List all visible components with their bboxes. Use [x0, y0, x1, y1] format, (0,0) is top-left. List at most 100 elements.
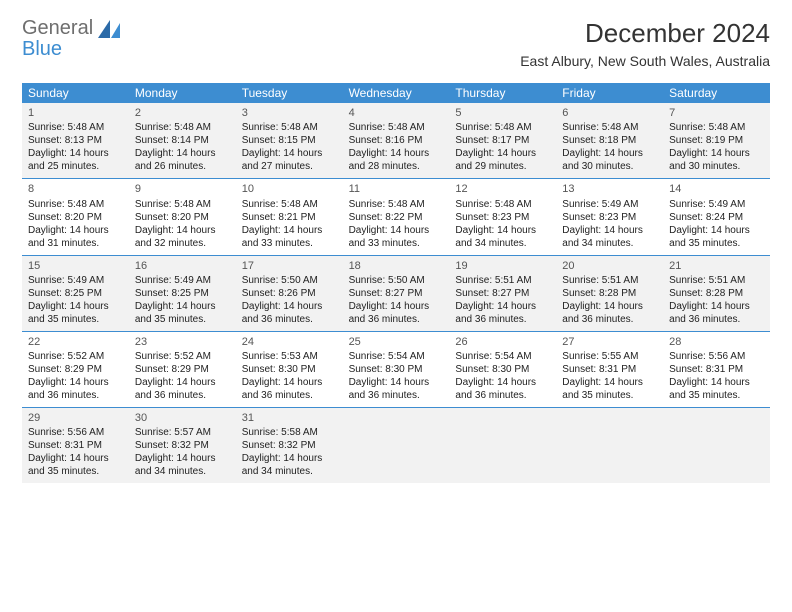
header-right: December 2024 East Albury, New South Wal… [520, 18, 770, 69]
logo-line-2: Blue [22, 38, 62, 60]
sunset-line: Sunset: 8:25 PM [135, 287, 230, 300]
daylight-line: Daylight: 14 hours and 36 minutes. [135, 376, 230, 402]
day-number: 31 [242, 411, 337, 425]
sunrise-line: Sunrise: 5:55 AM [562, 350, 657, 363]
day-number: 25 [349, 335, 444, 349]
calendar-cell: 30Sunrise: 5:57 AMSunset: 8:32 PMDayligh… [129, 408, 236, 483]
sunset-line: Sunset: 8:24 PM [669, 211, 764, 224]
sunrise-line: Sunrise: 5:48 AM [28, 198, 123, 211]
day-number: 30 [135, 411, 230, 425]
daylight-line: Daylight: 14 hours and 35 minutes. [135, 300, 230, 326]
sunrise-line: Sunrise: 5:52 AM [135, 350, 230, 363]
day-header: Sunday [22, 83, 129, 103]
calendar-cell: 24Sunrise: 5:53 AMSunset: 8:30 PMDayligh… [236, 332, 343, 407]
daylight-line: Daylight: 14 hours and 31 minutes. [28, 224, 123, 250]
sunset-line: Sunset: 8:14 PM [135, 134, 230, 147]
sunrise-line: Sunrise: 5:56 AM [669, 350, 764, 363]
sunrise-line: Sunrise: 5:52 AM [28, 350, 123, 363]
sunrise-line: Sunrise: 5:51 AM [562, 274, 657, 287]
sunset-line: Sunset: 8:31 PM [28, 439, 123, 452]
sunset-line: Sunset: 8:32 PM [135, 439, 230, 452]
calendar-cell: 1Sunrise: 5:48 AMSunset: 8:13 PMDaylight… [22, 103, 129, 178]
calendar-grid: SundayMondayTuesdayWednesdayThursdayFrid… [22, 83, 770, 483]
calendar-cell: 17Sunrise: 5:50 AMSunset: 8:26 PMDayligh… [236, 256, 343, 331]
calendar-cell: 18Sunrise: 5:50 AMSunset: 8:27 PMDayligh… [343, 256, 450, 331]
day-number: 11 [349, 182, 444, 196]
sunset-line: Sunset: 8:23 PM [455, 211, 550, 224]
day-number: 21 [669, 259, 764, 273]
page: General Blue December 2024 East Albury, … [0, 0, 792, 612]
daylight-line: Daylight: 14 hours and 25 minutes. [28, 147, 123, 173]
sunrise-line: Sunrise: 5:50 AM [349, 274, 444, 287]
daylight-line: Daylight: 14 hours and 34 minutes. [242, 452, 337, 478]
header: General Blue December 2024 East Albury, … [22, 18, 770, 69]
sunrise-line: Sunrise: 5:51 AM [455, 274, 550, 287]
sunset-line: Sunset: 8:29 PM [28, 363, 123, 376]
sunrise-line: Sunrise: 5:57 AM [135, 426, 230, 439]
day-number: 16 [135, 259, 230, 273]
sunset-line: Sunset: 8:13 PM [28, 134, 123, 147]
sunset-line: Sunset: 8:30 PM [242, 363, 337, 376]
day-number: 4 [349, 106, 444, 120]
daylight-line: Daylight: 14 hours and 33 minutes. [349, 224, 444, 250]
calendar-cell: 25Sunrise: 5:54 AMSunset: 8:30 PMDayligh… [343, 332, 450, 407]
calendar-cell [449, 408, 556, 483]
day-number: 24 [242, 335, 337, 349]
daylight-line: Daylight: 14 hours and 35 minutes. [28, 300, 123, 326]
day-header: Thursday [449, 83, 556, 103]
sunset-line: Sunset: 8:31 PM [669, 363, 764, 376]
daylight-line: Daylight: 14 hours and 28 minutes. [349, 147, 444, 173]
calendar-cell: 20Sunrise: 5:51 AMSunset: 8:28 PMDayligh… [556, 256, 663, 331]
calendar-cell: 5Sunrise: 5:48 AMSunset: 8:17 PMDaylight… [449, 103, 556, 178]
sunrise-line: Sunrise: 5:48 AM [455, 198, 550, 211]
sunset-line: Sunset: 8:32 PM [242, 439, 337, 452]
day-number: 23 [135, 335, 230, 349]
calendar-cell: 8 Sunrise: 5:48 AMSunset: 8:20 PMDaylight… [22, 179, 129, 254]
sunset-line: Sunset: 8:31 PM [562, 363, 657, 376]
day-number: 29 [28, 411, 123, 425]
sunrise-line: Sunrise: 5:56 AM [28, 426, 123, 439]
sunset-line: Sunset: 8:27 PM [349, 287, 444, 300]
daylight-line: Daylight: 14 hours and 36 minutes. [242, 376, 337, 402]
day-header: Tuesday [236, 83, 343, 103]
daylight-line: Daylight: 14 hours and 34 minutes. [562, 224, 657, 250]
logo-line-1: General [22, 17, 93, 39]
day-number: 6 [562, 106, 657, 120]
sunset-line: Sunset: 8:20 PM [28, 211, 123, 224]
daylight-line: Daylight: 14 hours and 27 minutes. [242, 147, 337, 173]
calendar-cell: 31Sunrise: 5:58 AMSunset: 8:32 PMDayligh… [236, 408, 343, 483]
calendar-cell: 19Sunrise: 5:51 AMSunset: 8:27 PMDayligh… [449, 256, 556, 331]
calendar-cell: 21Sunrise: 5:51 AMSunset: 8:28 PMDayligh… [663, 256, 770, 331]
sunrise-line: Sunrise: 5:48 AM [349, 198, 444, 211]
sunrise-line: Sunrise: 5:48 AM [669, 121, 764, 134]
sunset-line: Sunset: 8:15 PM [242, 134, 337, 147]
calendar-cell: 4Sunrise: 5:48 AMSunset: 8:16 PMDaylight… [343, 103, 450, 178]
day-number: 9 [135, 182, 230, 196]
sunrise-line: Sunrise: 5:48 AM [242, 121, 337, 134]
day-number: 2 [135, 106, 230, 120]
sunrise-line: Sunrise: 5:49 AM [669, 198, 764, 211]
daylight-line: Daylight: 14 hours and 36 minutes. [242, 300, 337, 326]
day-number: 3 [242, 106, 337, 120]
day-number: 8 [28, 182, 123, 196]
calendar-cell: 27Sunrise: 5:55 AMSunset: 8:31 PMDayligh… [556, 332, 663, 407]
calendar-cell: 10Sunrise: 5:48 AMSunset: 8:21 PMDayligh… [236, 179, 343, 254]
sunset-line: Sunset: 8:20 PM [135, 211, 230, 224]
day-number: 17 [242, 259, 337, 273]
daylight-line: Daylight: 14 hours and 36 minutes. [455, 300, 550, 326]
sunset-line: Sunset: 8:17 PM [455, 134, 550, 147]
sunrise-line: Sunrise: 5:48 AM [135, 121, 230, 134]
daylight-line: Daylight: 14 hours and 30 minutes. [562, 147, 657, 173]
sunset-line: Sunset: 8:30 PM [455, 363, 550, 376]
calendar-cell: 22Sunrise: 5:52 AMSunset: 8:29 PMDayligh… [22, 332, 129, 407]
sunset-line: Sunset: 8:22 PM [349, 211, 444, 224]
daylight-line: Daylight: 14 hours and 36 minutes. [562, 300, 657, 326]
day-number: 26 [455, 335, 550, 349]
daylight-line: Daylight: 14 hours and 30 minutes. [669, 147, 764, 173]
day-number: 12 [455, 182, 550, 196]
day-header: Saturday [663, 83, 770, 103]
sunset-line: Sunset: 8:18 PM [562, 134, 657, 147]
day-number: 13 [562, 182, 657, 196]
day-number: 20 [562, 259, 657, 273]
daylight-line: Daylight: 14 hours and 33 minutes. [242, 224, 337, 250]
